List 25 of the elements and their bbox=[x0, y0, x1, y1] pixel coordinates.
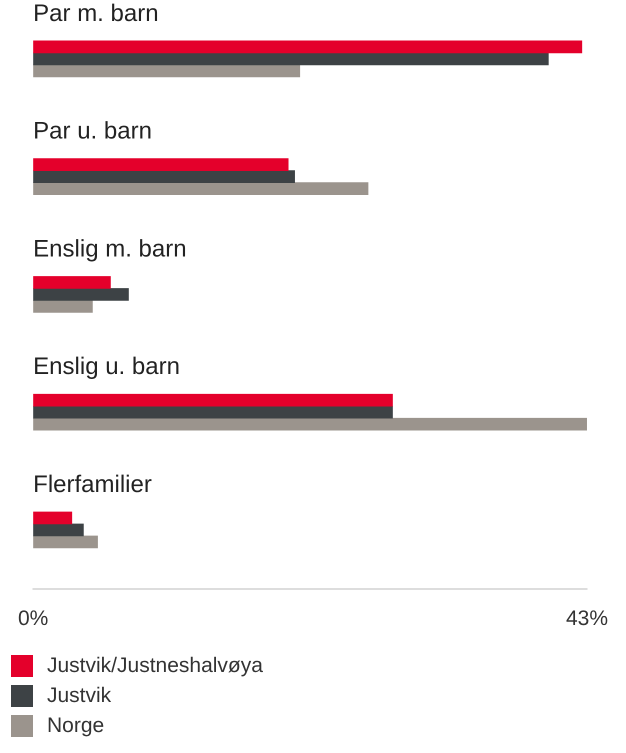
y-tick-label: Enslig u. barn bbox=[33, 353, 180, 380]
x-tick-label: 43% bbox=[566, 607, 608, 630]
bar bbox=[33, 536, 98, 548]
bar bbox=[33, 300, 93, 313]
legend-label: Justvik/Justneshalvøya bbox=[47, 654, 263, 678]
legend-label: Justvik bbox=[47, 684, 112, 708]
bar bbox=[33, 276, 111, 289]
bar bbox=[33, 170, 295, 183]
bar bbox=[33, 512, 72, 524]
bar bbox=[33, 64, 300, 78]
bar bbox=[33, 524, 84, 536]
bar bbox=[33, 394, 393, 406]
y-tick-label: Flerfamilier bbox=[33, 470, 152, 498]
y-tick-label: Par u. barn bbox=[33, 118, 152, 145]
bar bbox=[33, 40, 582, 54]
legend-label: Norge bbox=[47, 714, 104, 738]
bar bbox=[33, 158, 289, 171]
bar bbox=[33, 418, 587, 430]
bar bbox=[33, 182, 368, 195]
y-tick-label: Enslig m. barn bbox=[33, 235, 187, 262]
bar bbox=[33, 288, 129, 301]
y-tick-label: Par m. barn bbox=[33, 0, 159, 27]
bar bbox=[33, 406, 393, 418]
x-tick-label: 0% bbox=[18, 607, 48, 630]
bar bbox=[33, 52, 549, 66]
